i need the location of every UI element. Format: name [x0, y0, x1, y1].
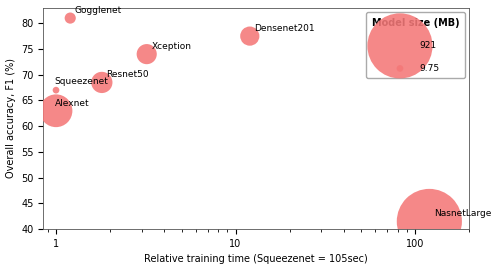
Point [98, 80, 106, 85]
Y-axis label: Overall accuracy, F1 (%): Overall accuracy, F1 (%) [6, 59, 16, 178]
Text: Alexnet: Alexnet [54, 99, 89, 108]
Text: NasnetLarge: NasnetLarge [434, 209, 492, 218]
Text: Xception: Xception [152, 42, 192, 51]
Point [426, 219, 434, 224]
Legend: 921, 9.75: 921, 9.75 [366, 12, 464, 78]
Text: Densenet201: Densenet201 [254, 24, 315, 33]
Text: Squeezenet: Squeezenet [54, 77, 108, 86]
Point [246, 34, 254, 38]
Text: Resnet50: Resnet50 [106, 70, 149, 79]
Point [52, 109, 60, 113]
Point [66, 16, 74, 20]
X-axis label: Relative training time (Squeezenet = 105sec): Relative training time (Squeezenet = 105… [144, 254, 368, 264]
Text: Gogglenet: Gogglenet [75, 6, 122, 15]
Point [142, 52, 150, 56]
Point [52, 88, 60, 92]
